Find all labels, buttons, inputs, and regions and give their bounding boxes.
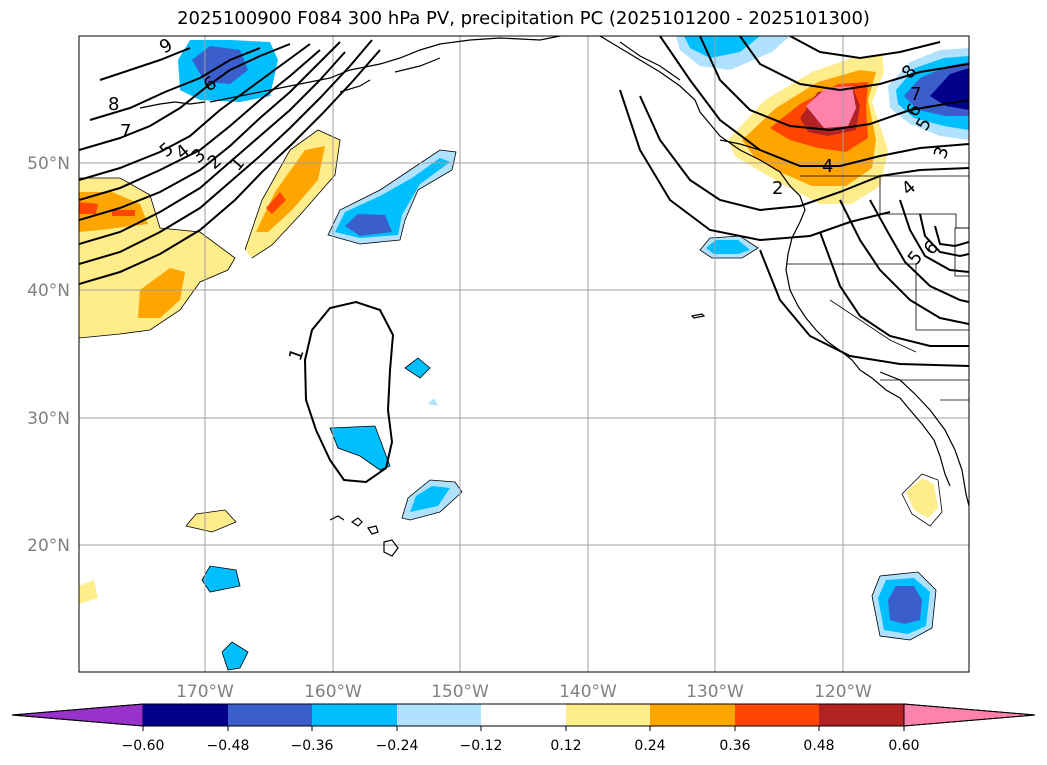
lat-labels: 50°N 40°N 30°N 20°N — [27, 154, 70, 556]
colorbar-bin — [143, 704, 228, 726]
colorbar-tick-label: −0.12 — [460, 738, 503, 754]
pv-label: 4 — [822, 156, 833, 177]
colorbar-tick-label: 0.24 — [634, 738, 665, 754]
lat-tick-label: 20°N — [27, 536, 70, 556]
colorbar-tick-label: −0.48 — [207, 738, 250, 754]
map-title: 2025100900 F084 300 hPa PV, precipitatio… — [177, 8, 870, 29]
lon-tick-label: 150°W — [431, 682, 489, 702]
lon-tick-label: 130°W — [686, 682, 744, 702]
pv-label: 7 — [910, 84, 921, 105]
colorbar-tick-label: 0.36 — [719, 738, 750, 754]
colorbar-tick-label: −0.24 — [376, 738, 419, 754]
colorbar-bin — [481, 704, 566, 726]
colorbar-bin — [566, 704, 650, 726]
colorbar-bin — [735, 704, 819, 726]
lat-tick-label: 50°N — [27, 154, 70, 174]
lon-tick-label: 160°W — [304, 682, 362, 702]
pv-label: 7 — [120, 121, 131, 142]
colorbar-tick-label: 0.60 — [888, 738, 919, 754]
colorbar-tick-label: 0.12 — [550, 738, 581, 754]
colorbar-tick-label: −0.36 — [291, 738, 334, 754]
colorbar-bin — [312, 704, 397, 726]
colorbar-bin — [228, 704, 312, 726]
colorbar-tick-label: 0.48 — [803, 738, 834, 754]
colorbar-extend-high — [903, 703, 1036, 727]
map-layers: 9 8 7 6 5 4 3 2 1 1 8 7 6 5 4 3 2 4 5 6 — [79, 36, 969, 672]
plot-frame — [78, 35, 970, 673]
pv-label: 8 — [108, 94, 119, 115]
precip-outline — [79, 129, 943, 671]
graticule — [79, 36, 969, 672]
lon-tick-label: 120°W — [814, 682, 872, 702]
lat-tick-label: 30°N — [27, 409, 70, 429]
colorbar-extend-low — [11, 703, 144, 727]
colorbar-tick-label: −0.60 — [122, 738, 165, 754]
colorbar-bin — [650, 704, 735, 726]
colorbar-bin — [397, 704, 481, 726]
colorbar-bin — [819, 704, 904, 726]
pv-contours — [79, 36, 969, 484]
pv-label: 2 — [772, 178, 783, 199]
coastlines — [139, 36, 969, 557]
lon-tick-label: 140°W — [559, 682, 617, 702]
lon-tick-label: 170°W — [176, 682, 234, 702]
colorbar: −0.60 −0.48 −0.36 −0.24 −0.12 0.12 0.24 … — [11, 703, 1036, 754]
lat-tick-label: 40°N — [27, 281, 70, 301]
lon-labels: 170°W 160°W 150°W 140°W 130°W 120°W — [176, 682, 872, 702]
